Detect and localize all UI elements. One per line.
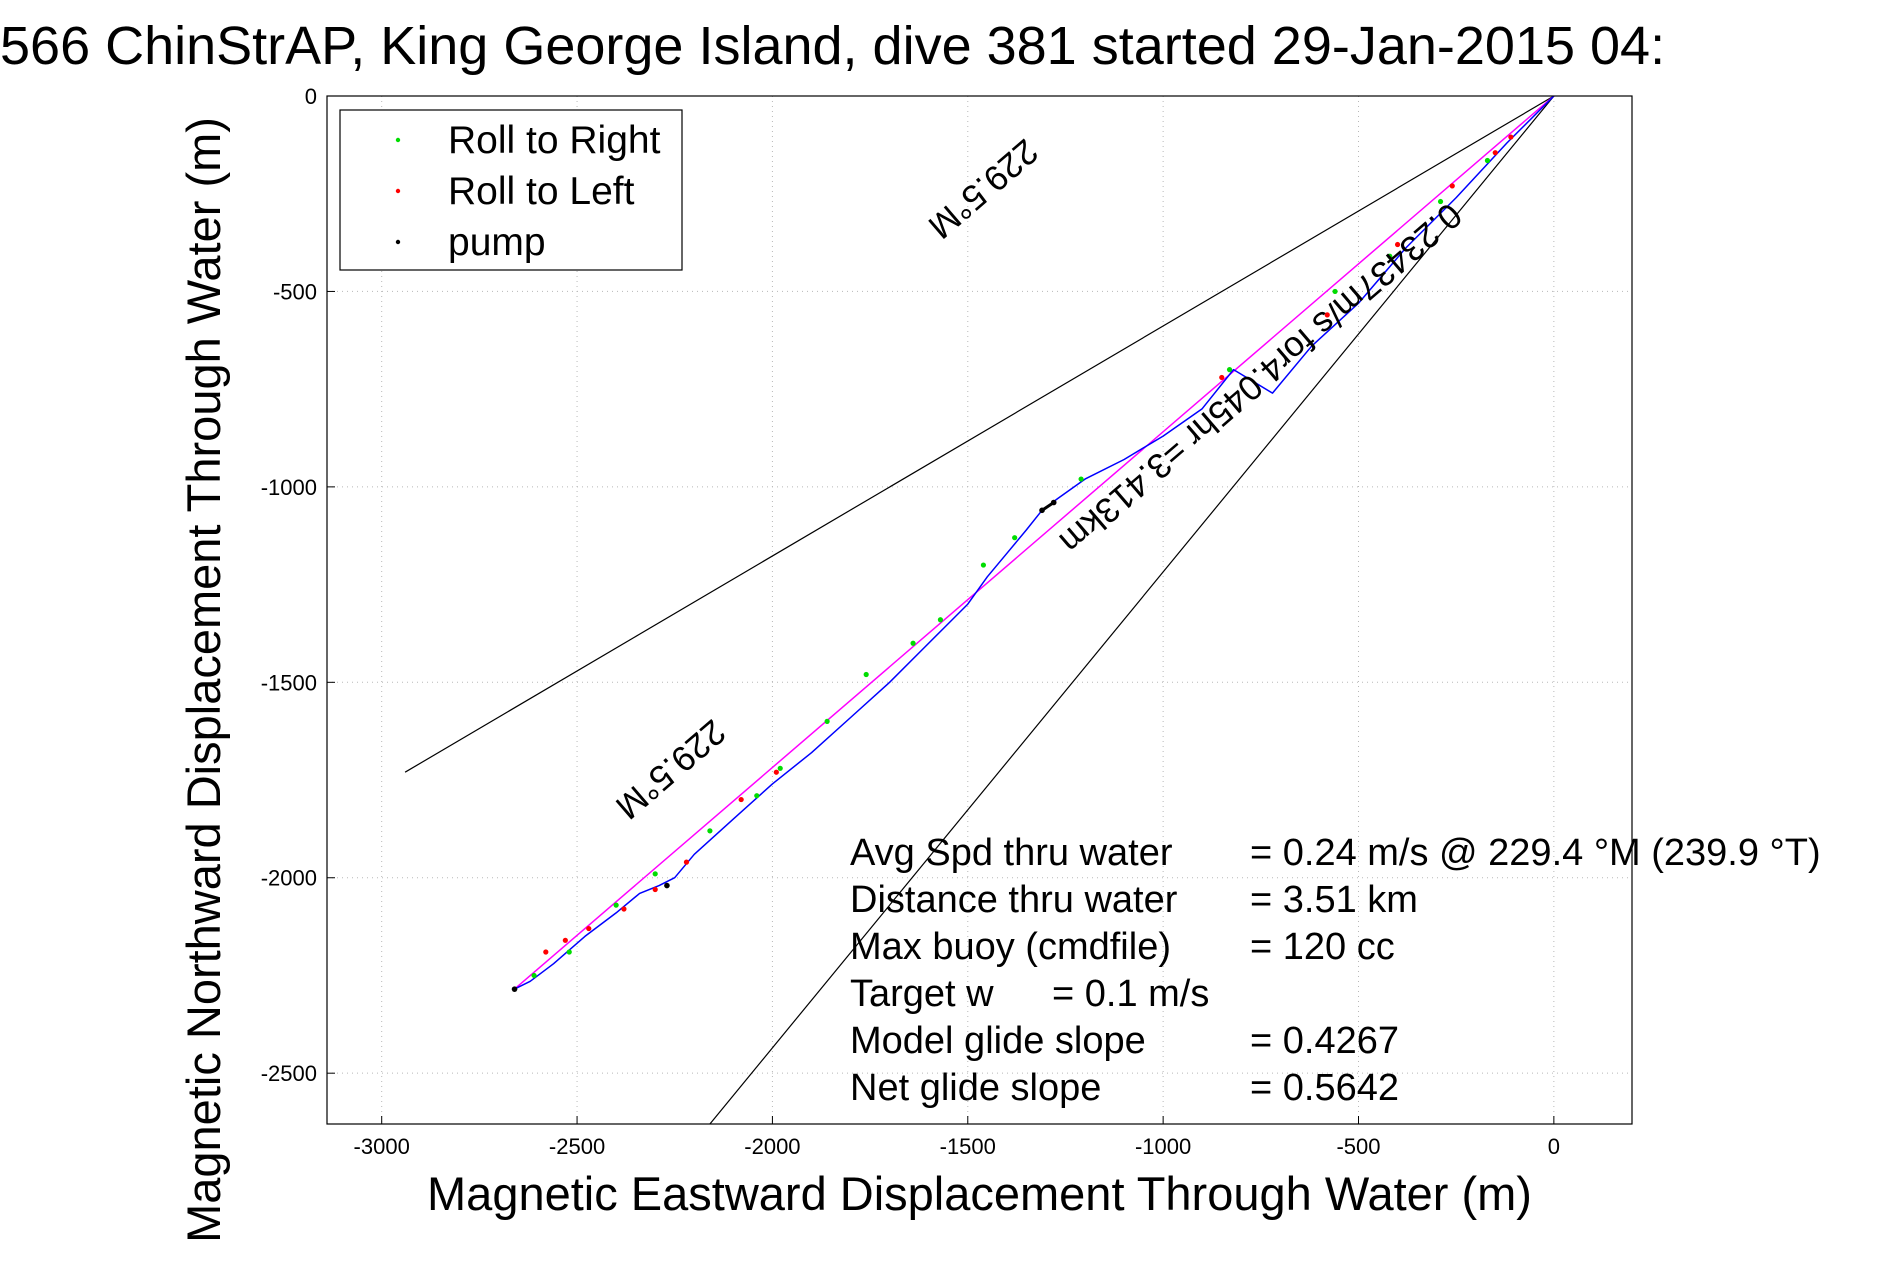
roll-right-point [863, 671, 869, 678]
roll-left-point [1508, 134, 1514, 140]
stat-value: = 0.4267 [1250, 1020, 1399, 1062]
roll-right-point [937, 617, 944, 623]
y-tick-label: -2000 [261, 866, 317, 891]
stat-label: Target w [850, 973, 994, 1015]
roll-right-point [707, 828, 713, 834]
roll-right-point [531, 972, 537, 979]
x-tick-label: -2000 [744, 1134, 800, 1159]
legend: Roll to Right Roll to Left pump [339, 109, 683, 271]
stats-block: Avg Spd thru water = 0.24 m/s @ 229.4 °M … [850, 832, 1821, 1109]
roll-left-point [1492, 150, 1498, 156]
pump-segment [1041, 501, 1055, 512]
x-tick-label: -1500 [940, 1134, 996, 1159]
roll-right-point [652, 871, 658, 877]
roll-right-point [754, 793, 760, 799]
roll-left-point [586, 925, 592, 932]
roll-right-point [613, 902, 619, 908]
roll-right-point [910, 640, 916, 646]
stat-value: = 0.5642 [1250, 1067, 1399, 1109]
legend-label: pump [448, 221, 546, 264]
stat-value: = 0.1 m/s [1052, 973, 1209, 1015]
legend-marker [395, 239, 401, 245]
roll-right-point [1387, 253, 1393, 259]
legend-label: Roll to Right [448, 119, 661, 162]
roll-right-point [566, 949, 572, 955]
roll-left-point [683, 859, 690, 865]
roll-left-point [1394, 241, 1401, 248]
x-axis-title: Magnetic Eastward Displacement Through W… [427, 1167, 1532, 1220]
roll-right-point [777, 765, 783, 771]
y-axis-title: Magnetic Northward Displacement Through … [177, 117, 230, 1243]
envelope-line [709, 96, 1555, 1124]
y-tick-label: 0 [305, 84, 317, 109]
legend-marker [395, 188, 401, 194]
roll-right-point [1078, 476, 1084, 482]
stat-value: = 0.24 m/s @ 229.4 °M (239.9 °T) [1250, 832, 1821, 874]
roll-right-point [1332, 288, 1338, 295]
x-tick-label: -500 [1336, 1134, 1380, 1159]
roll-left-point [1324, 312, 1330, 318]
roll-left-point [562, 937, 568, 943]
pump-point [664, 882, 670, 889]
plot-frame [326, 95, 1633, 1125]
roll-right-point [1484, 157, 1491, 164]
roll-left-point [621, 906, 627, 912]
roll-left-point [738, 796, 744, 803]
roll-left-point [1449, 183, 1455, 189]
roll-left-point [543, 949, 549, 955]
roll-right-point [1012, 535, 1018, 541]
stat-label: Net glide slope [850, 1067, 1101, 1109]
roll-left-point [652, 886, 658, 893]
roll-right-point [1437, 198, 1444, 205]
stat-label: Max buoy (cmdfile) [850, 926, 1171, 968]
chart-title: 566 ChinStrAP, King George Island, dive … [0, 16, 1665, 76]
legend-marker [395, 137, 401, 143]
y-axis-ticks: 0 -500 -1000 -1500 -2000 -2500 [261, 84, 335, 1086]
stat-label: Avg Spd thru water [850, 832, 1173, 874]
roll-right-point [824, 718, 830, 724]
x-tick-label: -2500 [549, 1134, 605, 1159]
x-tick-label: -3000 [354, 1134, 410, 1159]
pump-point [511, 986, 518, 992]
stat-value: = 3.51 km [1250, 879, 1418, 921]
roll-left-point [1219, 374, 1225, 381]
envelope-line [404, 96, 1555, 773]
stat-label: Distance thru water [850, 879, 1178, 921]
mean-heading-line [514, 96, 1555, 990]
stat-label: Model glide slope [850, 1020, 1146, 1062]
legend-label: Roll to Left [448, 170, 635, 213]
glider-track-line [514, 96, 1555, 990]
roll-right-point [980, 562, 987, 568]
y-tick-label: -1500 [261, 670, 317, 695]
y-tick-label: -2500 [261, 1061, 317, 1086]
y-tick-label: -500 [273, 279, 317, 304]
roll-left-point [773, 769, 779, 775]
x-tick-label: -1000 [1135, 1134, 1191, 1159]
x-tick-label: 0 [1548, 1134, 1560, 1159]
plot-data-layer [404, 96, 1555, 1124]
roll-right-point [1226, 367, 1233, 373]
stat-value: = 120 cc [1250, 926, 1395, 968]
y-tick-label: -1000 [261, 475, 317, 500]
x-axis-ticks: -3000 -2500 -2000 -1500 -1000 -500 0 [354, 1116, 1560, 1159]
